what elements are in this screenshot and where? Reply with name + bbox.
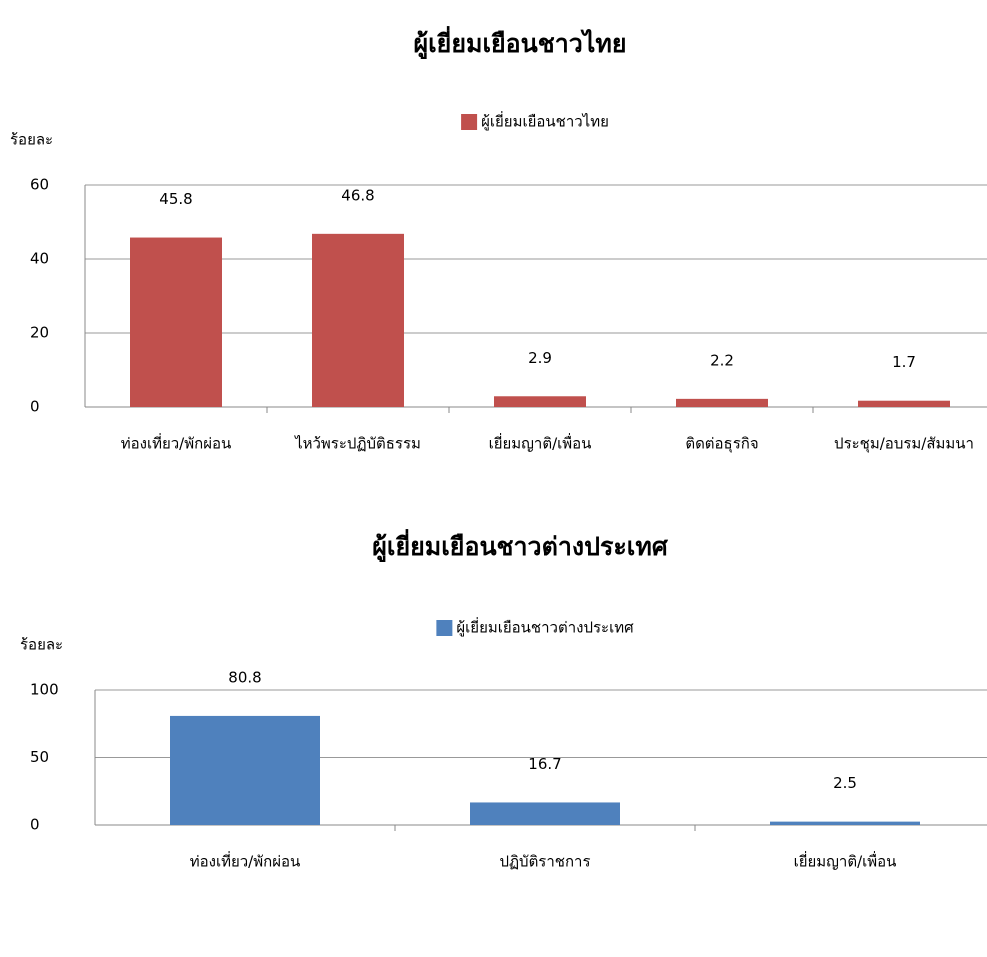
data-label: 1.7 xyxy=(892,353,916,371)
bar xyxy=(494,396,586,407)
data-label: 46.8 xyxy=(341,186,374,204)
bar xyxy=(858,400,950,407)
legend-swatch xyxy=(461,114,478,130)
y-axis-label: ร้อยละ xyxy=(10,131,53,149)
data-label: 45.8 xyxy=(159,190,192,208)
y-tick-label: 50 xyxy=(30,748,49,766)
x-tick-label: ประชุม/อบรม/สัมมนา xyxy=(834,435,974,454)
chart-title: ผู้เยี่ยมเยือนชาวต่างประเทศ xyxy=(372,529,669,563)
bar xyxy=(130,237,222,407)
legend-label: ผู้เยี่ยมเยือนชาวต่างประเทศ xyxy=(456,617,634,637)
x-tick-label: ท่องเที่ยว/พักผ่อน xyxy=(190,851,301,871)
bar xyxy=(170,715,320,825)
y-tick-label: 0 xyxy=(30,816,40,834)
x-tick-label: ไหว้พระปฏิบัติธรรม xyxy=(294,435,421,453)
data-label: 2.5 xyxy=(833,774,857,792)
y-tick-label: 40 xyxy=(30,250,49,268)
x-tick-label: เยี่ยมญาติ/เพื่อน xyxy=(794,851,897,871)
data-label: 2.2 xyxy=(710,351,734,369)
y-axis-label: ร้อยละ xyxy=(20,636,63,654)
bar xyxy=(470,802,620,825)
legend-swatch xyxy=(436,620,453,636)
chart-title: ผู้เยี่ยมเยือนชาวไทย xyxy=(413,26,626,60)
data-label: 80.8 xyxy=(228,668,261,686)
x-tick-label: ติดต่อธุรกิจ xyxy=(685,435,758,454)
y-tick-label: 0 xyxy=(30,398,40,416)
x-tick-label: ท่องเที่ยว/พักผ่อน xyxy=(121,433,232,453)
x-tick-label: เยี่ยมญาติ/เพื่อน xyxy=(489,433,592,453)
bar xyxy=(312,233,404,407)
x-tick-label: ปฏิบัติราชการ xyxy=(499,853,590,871)
data-label: 2.9 xyxy=(528,349,552,367)
y-tick-label: 100 xyxy=(30,681,59,699)
y-tick-label: 20 xyxy=(30,324,49,342)
bar xyxy=(676,398,768,407)
legend-label: ผู้เยี่ยมเยือนชาวไทย xyxy=(481,111,609,131)
bar xyxy=(770,821,920,825)
y-tick-label: 60 xyxy=(30,176,49,194)
data-label: 16.7 xyxy=(528,755,561,773)
